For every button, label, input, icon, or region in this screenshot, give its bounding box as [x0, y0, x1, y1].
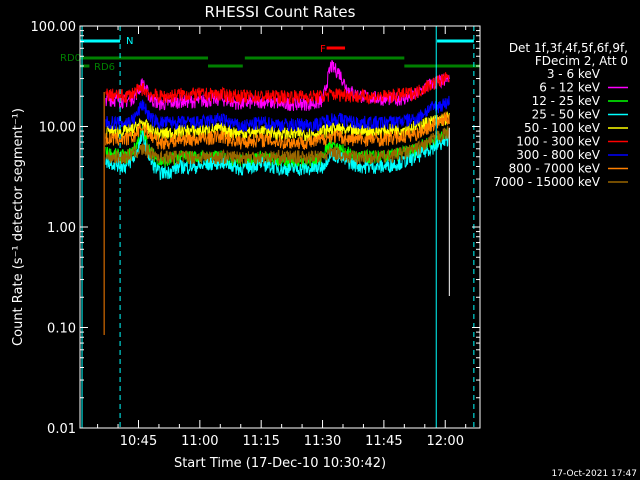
y-axis-label: Count Rate (s⁻¹ detector segment⁻¹) — [11, 108, 26, 346]
x-tick-label-4: 11:45 — [365, 434, 402, 449]
legend-header-1: FDecim 2, Att 0 — [535, 54, 628, 68]
state-label-rd0: RD0 — [60, 53, 81, 64]
legend-label-0: 3 - 6 keV — [547, 67, 601, 81]
footer-timestamp: 17-Oct-2021 17:47 — [552, 469, 637, 479]
series-line-7 — [105, 111, 450, 151]
x-tick-label-0: 10:45 — [120, 434, 157, 449]
x-tick-label-1: 11:00 — [181, 434, 218, 449]
state-label-rd6: RD6 — [94, 62, 115, 73]
series-layer — [105, 59, 450, 181]
y-tick-label-0: 100.00 — [31, 20, 77, 35]
legend-label-5: 100 - 300 keV — [516, 135, 600, 149]
legend-label-6: 300 - 800 keV — [516, 148, 600, 162]
legend-label-1: 6 - 12 keV — [539, 81, 601, 95]
x-axis-label: Start Time (17-Dec-10 10:30:42) — [174, 456, 386, 471]
series-line-4 — [105, 110, 450, 142]
x-tick-label-5: 12:00 — [427, 434, 464, 449]
legend: Det 1f,3f,4f,5f,6f,9f,FDecim 2, Att 03 -… — [493, 41, 628, 189]
series-line-6 — [105, 95, 450, 133]
x-tick-label-3: 11:30 — [304, 434, 341, 449]
axes-layer: 100.00 10.00 1.00 0.10 0.01 10:45 11:00 11:15 11… — [31, 20, 480, 449]
series-line-3 — [105, 129, 450, 181]
series-line-2 — [105, 125, 450, 170]
y-tick-label-1: 10.00 — [39, 121, 76, 136]
x-tick-label-2: 11:15 — [242, 434, 279, 449]
legend-label-4: 50 - 100 keV — [524, 121, 601, 135]
y-tick-label-2: 1.00 — [47, 221, 76, 236]
legend-header-0: Det 1f,3f,4f,5f,6f,9f, — [509, 41, 628, 55]
chart-title: RHESSI Count Rates — [205, 3, 356, 21]
state-label-f: F — [320, 44, 326, 55]
y-tick-label-3: 0.10 — [47, 322, 76, 337]
series-line-8 — [105, 125, 450, 166]
legend-label-8: 7000 - 15000 keV — [493, 175, 600, 189]
state-label-n: N — [126, 36, 133, 47]
legend-label-2: 12 - 25 keV — [532, 94, 601, 108]
legend-label-3: 25 - 50 keV — [532, 108, 601, 122]
series-line-5 — [105, 72, 450, 105]
y-tick-label-4: 0.01 — [47, 422, 76, 437]
legend-label-7: 800 - 7000 keV — [509, 162, 601, 176]
